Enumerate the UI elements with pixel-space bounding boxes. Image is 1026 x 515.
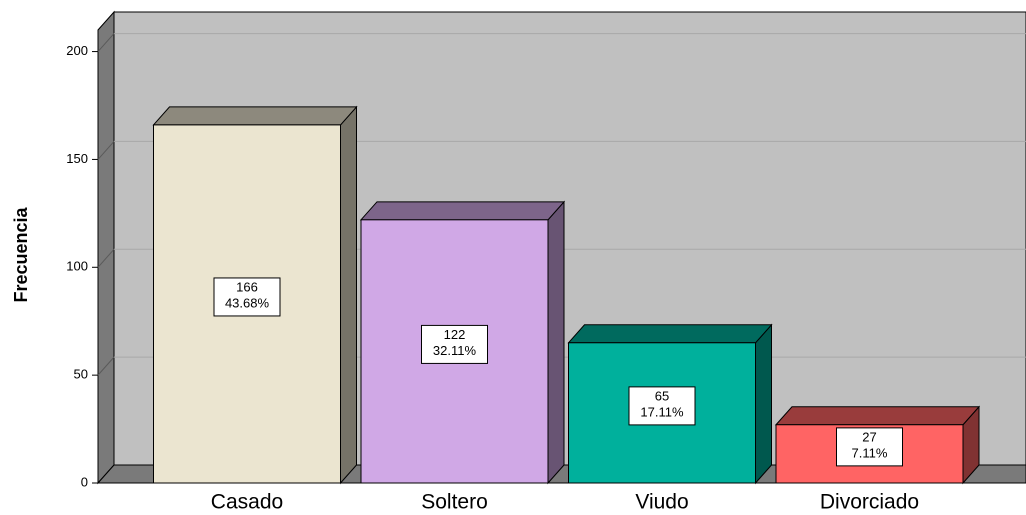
left-wall [97, 10, 115, 485]
bar-top [359, 201, 566, 221]
y-tick-label: 150 [66, 151, 88, 166]
x-tick-label: Casado [211, 491, 283, 514]
data-label-box [836, 427, 903, 467]
bar-top [774, 406, 981, 426]
data-label: 17.11% [640, 404, 684, 419]
x-tick-label: Divorciado [820, 491, 919, 514]
bar-side [547, 200, 565, 485]
y-tick-label: 100 [66, 259, 88, 274]
data-label: 7.11% [852, 445, 888, 460]
grid-line [97, 141, 115, 160]
y-tick-label: 200 [66, 43, 88, 58]
data-label-box [628, 386, 696, 426]
grid-line [97, 33, 115, 52]
bar-side [340, 105, 357, 485]
data-label: 166 [236, 279, 258, 294]
bar-side [755, 323, 772, 485]
bar-top [152, 106, 358, 126]
data-label: 32.11% [433, 343, 477, 358]
grid-line [97, 248, 115, 268]
data-label: 43.68% [225, 295, 270, 310]
data-label-box [421, 324, 488, 364]
data-label-box [213, 277, 281, 317]
data-label: 122 [444, 327, 466, 342]
bar-top [567, 324, 773, 344]
y-axis-label: Frecuencia [11, 206, 31, 302]
data-label: 27 [862, 429, 876, 444]
x-tick-label: Viudo [635, 491, 688, 514]
y-tick-label: 50 [74, 367, 88, 382]
x-tick-label: Soltero [421, 491, 488, 514]
grid-line [97, 356, 115, 376]
data-label: 65 [655, 388, 669, 403]
y-tick-label: 0 [81, 474, 88, 489]
